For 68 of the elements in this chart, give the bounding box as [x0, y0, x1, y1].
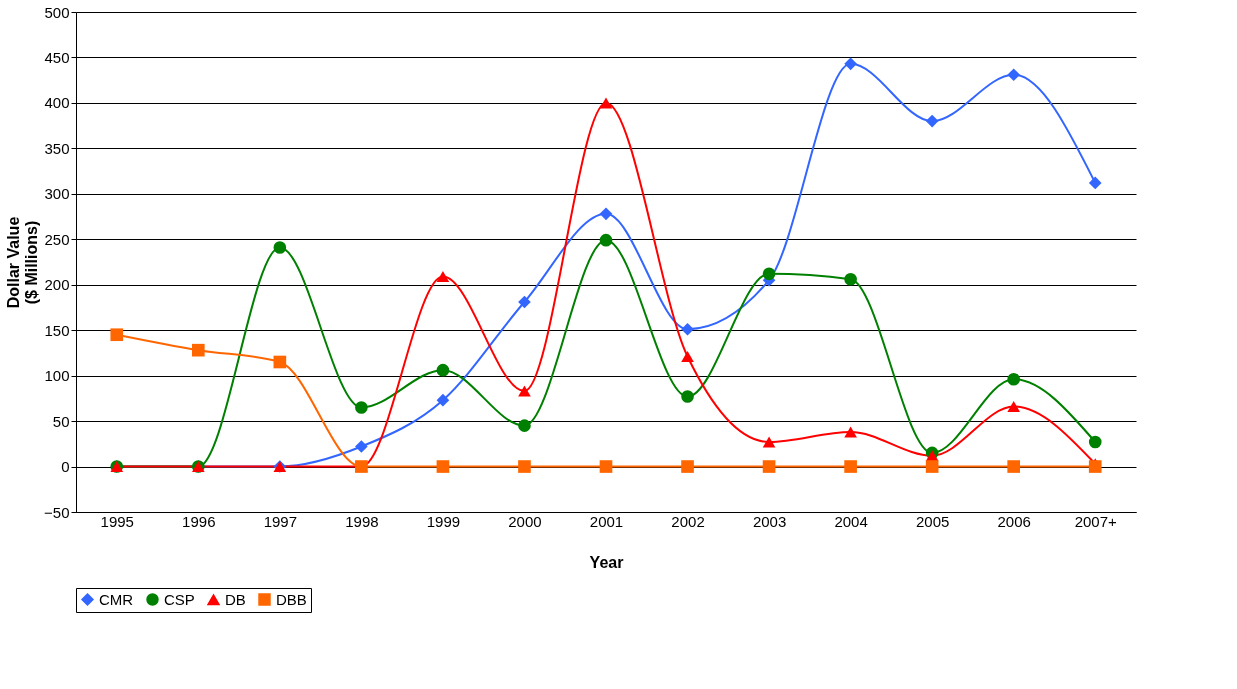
x-tick-label: 2006	[997, 512, 1031, 530]
point	[518, 385, 531, 397]
point	[436, 271, 450, 283]
point	[1007, 68, 1021, 82]
point	[191, 343, 205, 357]
point	[681, 390, 694, 403]
point	[355, 401, 368, 414]
x-tick-label: 2001	[589, 512, 624, 530]
y-tick-label: 300	[44, 185, 70, 203]
y-tick-label: −50	[44, 503, 70, 521]
point	[436, 460, 450, 473]
x-tick-label: 2005	[915, 512, 950, 530]
x-tick-label: 1999	[426, 512, 461, 530]
point	[1007, 460, 1021, 473]
y-tick-label: 500	[44, 3, 70, 21]
point	[599, 233, 613, 247]
point	[762, 436, 776, 448]
point	[762, 460, 776, 473]
point	[844, 426, 857, 438]
point	[1007, 401, 1021, 413]
legend-label: DBB	[276, 590, 307, 608]
point	[599, 460, 613, 473]
x-tick-label: 1996	[182, 512, 216, 530]
point	[925, 460, 939, 473]
point	[762, 267, 776, 281]
y-tick-label: 50	[52, 412, 70, 430]
point	[844, 460, 857, 473]
point	[436, 363, 450, 377]
x-tick-label: 2000	[508, 512, 542, 530]
point	[273, 241, 287, 254]
x-tick-label: 1995	[100, 512, 134, 530]
x-tick-label: 2004	[834, 512, 868, 530]
point	[925, 114, 939, 128]
point	[518, 295, 531, 309]
point	[844, 57, 857, 71]
x-tick-label: 1998	[345, 512, 379, 530]
x-tick-label: 2007+	[1074, 512, 1118, 530]
x-tick-label: 2003	[752, 512, 787, 530]
point	[1007, 372, 1021, 386]
point	[518, 419, 531, 432]
y-tick-label: 150	[44, 321, 70, 339]
point	[1088, 176, 1102, 190]
point	[1088, 435, 1102, 449]
legend-label: DB	[225, 590, 246, 608]
x-tick-label: 1997	[263, 512, 298, 530]
point	[681, 460, 694, 473]
point	[110, 328, 124, 342]
y-tick-label: 200	[44, 276, 70, 294]
point	[681, 351, 694, 363]
y-tick-label: 400	[44, 94, 70, 112]
legend-label: CMR	[99, 590, 134, 608]
y-tick-label: 100	[44, 367, 70, 385]
point	[844, 272, 857, 286]
x-tick-label: 2002	[671, 512, 705, 530]
y-axis-title: Dollar Value ($ Millions)	[5, 216, 41, 309]
y-tick-label: 350	[44, 139, 70, 157]
y-tick-label: 250	[44, 230, 70, 248]
x-axis-title: Year	[589, 553, 624, 571]
point	[599, 97, 613, 109]
y-tick-label: 450	[44, 48, 70, 66]
point	[518, 460, 531, 473]
point	[599, 207, 613, 221]
point	[273, 355, 287, 369]
point	[681, 322, 694, 336]
y-tick-label: 0	[61, 458, 70, 476]
point	[436, 393, 450, 407]
point	[355, 440, 368, 453]
legend-label: CSP	[164, 590, 195, 608]
